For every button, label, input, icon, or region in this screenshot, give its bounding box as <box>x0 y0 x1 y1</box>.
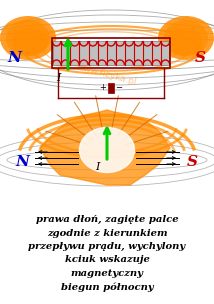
Ellipse shape <box>79 127 135 172</box>
Text: prawa dłoń, zagięte palce: prawa dłoń, zagięte palce <box>36 215 178 224</box>
Bar <box>108 83 114 93</box>
Text: N: N <box>7 51 21 65</box>
Text: −: − <box>116 84 122 92</box>
Text: I: I <box>56 73 60 83</box>
Ellipse shape <box>12 28 48 56</box>
Bar <box>53 41 169 65</box>
Text: kciuk wskazuje: kciuk wskazuje <box>65 255 149 264</box>
Polygon shape <box>40 110 170 185</box>
Text: zgodnie z kierunkiem: zgodnie z kierunkiem <box>47 229 167 237</box>
Ellipse shape <box>6 20 50 56</box>
Text: przepływu prądu, wychylony: przepływu prądu, wychylony <box>28 242 186 251</box>
Text: I: I <box>95 162 99 172</box>
Text: www.fizyka.pl: www.fizyka.pl <box>76 63 138 87</box>
Ellipse shape <box>158 16 214 60</box>
Text: magnetyczny: magnetyczny <box>71 269 143 278</box>
Text: +: + <box>100 84 106 92</box>
Text: S: S <box>195 51 205 65</box>
Ellipse shape <box>0 16 56 60</box>
Text: www.fizyka.pl: www.fizyka.pl <box>74 135 140 161</box>
Text: biegun północny: biegun północny <box>61 282 153 292</box>
Text: S: S <box>186 155 198 169</box>
Ellipse shape <box>166 28 202 56</box>
Ellipse shape <box>164 20 208 56</box>
Text: N: N <box>15 155 29 169</box>
Bar <box>52 38 170 68</box>
